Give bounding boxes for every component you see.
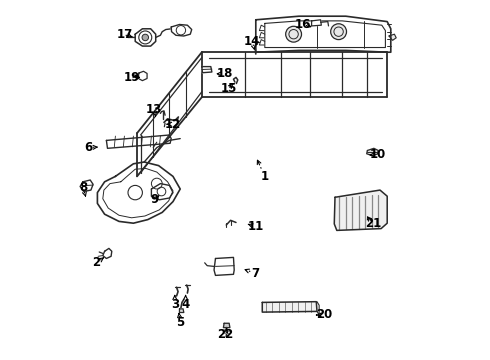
Text: 20: 20: [316, 309, 332, 321]
Text: 12: 12: [165, 118, 181, 131]
Text: 9: 9: [150, 193, 158, 206]
Text: 6: 6: [84, 141, 93, 154]
Polygon shape: [139, 71, 147, 81]
Text: 21: 21: [365, 217, 381, 230]
Text: 1: 1: [261, 170, 269, 183]
Polygon shape: [334, 190, 387, 230]
Polygon shape: [202, 67, 212, 73]
Polygon shape: [312, 20, 321, 26]
Text: 15: 15: [220, 82, 237, 95]
Text: 10: 10: [369, 148, 386, 161]
Text: 16: 16: [294, 18, 311, 31]
Text: 8: 8: [79, 181, 87, 194]
Circle shape: [286, 26, 301, 42]
Polygon shape: [106, 135, 171, 148]
Text: 3: 3: [171, 298, 179, 311]
Polygon shape: [135, 29, 156, 46]
Text: 22: 22: [217, 328, 233, 341]
Polygon shape: [80, 180, 93, 192]
Text: 17: 17: [116, 28, 132, 41]
Polygon shape: [98, 162, 180, 223]
Circle shape: [142, 34, 148, 41]
Polygon shape: [151, 184, 173, 200]
Polygon shape: [179, 309, 184, 312]
Text: 14: 14: [244, 35, 260, 48]
Circle shape: [331, 24, 346, 40]
Polygon shape: [367, 148, 378, 156]
Text: 11: 11: [247, 220, 264, 233]
Text: 2: 2: [93, 256, 101, 269]
Polygon shape: [262, 302, 317, 312]
Text: 18: 18: [217, 67, 233, 80]
Polygon shape: [223, 323, 230, 328]
Text: 4: 4: [181, 298, 190, 311]
Polygon shape: [389, 34, 396, 40]
Text: 13: 13: [146, 103, 162, 116]
Text: 5: 5: [176, 316, 184, 329]
Polygon shape: [256, 16, 391, 52]
Polygon shape: [214, 257, 234, 275]
Polygon shape: [103, 248, 112, 258]
Polygon shape: [171, 24, 192, 36]
Text: 7: 7: [252, 267, 260, 280]
Text: 19: 19: [123, 71, 140, 84]
